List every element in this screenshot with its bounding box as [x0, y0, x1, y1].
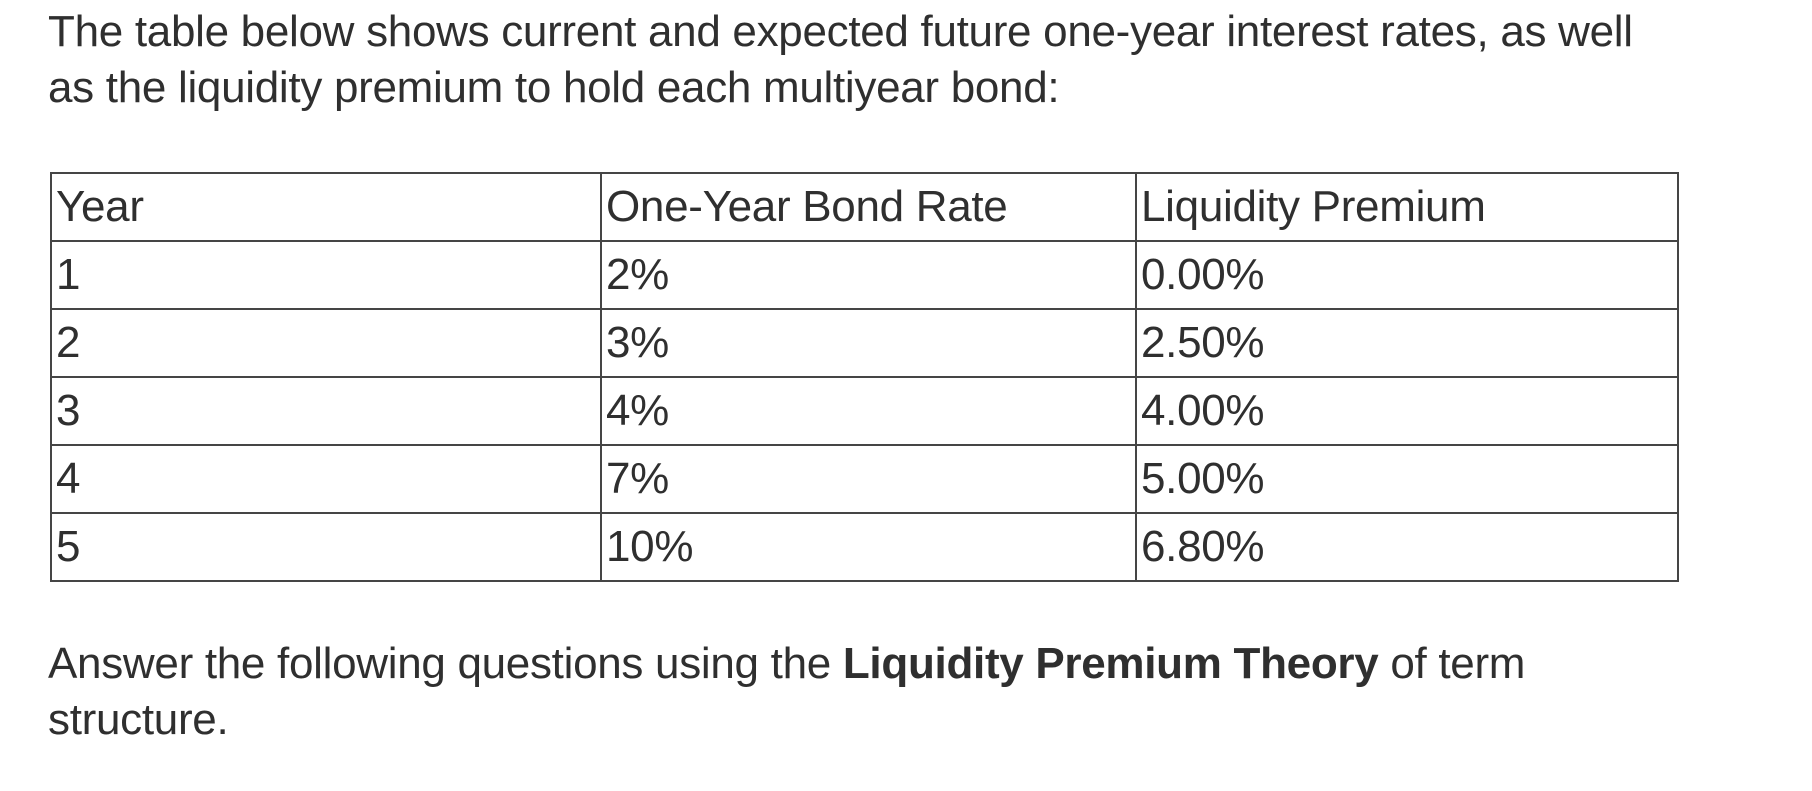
- interest-rates-table: Year One-Year Bond Rate Liquidity Premiu…: [50, 172, 1679, 582]
- intro-line-1: The table below shows current and expect…: [48, 7, 1633, 56]
- cell-year: 2: [50, 308, 602, 378]
- header-cell-year: Year: [50, 172, 602, 242]
- table-row: 2 3% 2.50%: [50, 308, 1679, 378]
- outro-text-before-bold: Answer the following questions using the: [48, 639, 843, 688]
- cell-bond-rate: 7%: [600, 444, 1137, 514]
- intro-line-2: as the liquidity premium to hold each mu…: [48, 63, 1060, 112]
- outro-bold-text: Liquidity Premium Theory: [842, 639, 1379, 688]
- table-row: 1 2% 0.00%: [50, 240, 1679, 310]
- cell-liquidity-premium: 0.00%: [1135, 240, 1679, 310]
- cell-year: 4: [50, 444, 602, 514]
- cell-liquidity-premium: 6.80%: [1135, 512, 1679, 582]
- question-page: The table below shows current and expect…: [48, 4, 1764, 748]
- cell-bond-rate: 4%: [600, 376, 1137, 446]
- cell-year: 3: [50, 376, 602, 446]
- cell-liquidity-premium: 2.50%: [1135, 308, 1679, 378]
- outro-paragraph: Answer the following questions using the…: [48, 636, 1764, 748]
- cell-year: 5: [50, 512, 602, 582]
- cell-bond-rate: 2%: [600, 240, 1137, 310]
- header-cell-bond-rate: One-Year Bond Rate: [600, 172, 1137, 242]
- table-row: 4 7% 5.00%: [50, 444, 1679, 514]
- intro-paragraph: The table below shows current and expect…: [48, 4, 1764, 116]
- cell-liquidity-premium: 5.00%: [1135, 444, 1679, 514]
- cell-year: 1: [50, 240, 602, 310]
- outro-text-after-bold: of term: [1378, 639, 1526, 688]
- cell-bond-rate: 10%: [600, 512, 1137, 582]
- outro-line-2: structure.: [48, 695, 229, 744]
- table-row: 3 4% 4.00%: [50, 376, 1679, 446]
- cell-liquidity-premium: 4.00%: [1135, 376, 1679, 446]
- table-header-row: Year One-Year Bond Rate Liquidity Premiu…: [50, 172, 1679, 242]
- outro-line-1: Answer the following questions using the…: [48, 636, 1764, 692]
- header-cell-liquidity-premium: Liquidity Premium: [1135, 172, 1679, 242]
- cell-bond-rate: 3%: [600, 308, 1137, 378]
- table-row: 5 10% 6.80%: [50, 512, 1679, 582]
